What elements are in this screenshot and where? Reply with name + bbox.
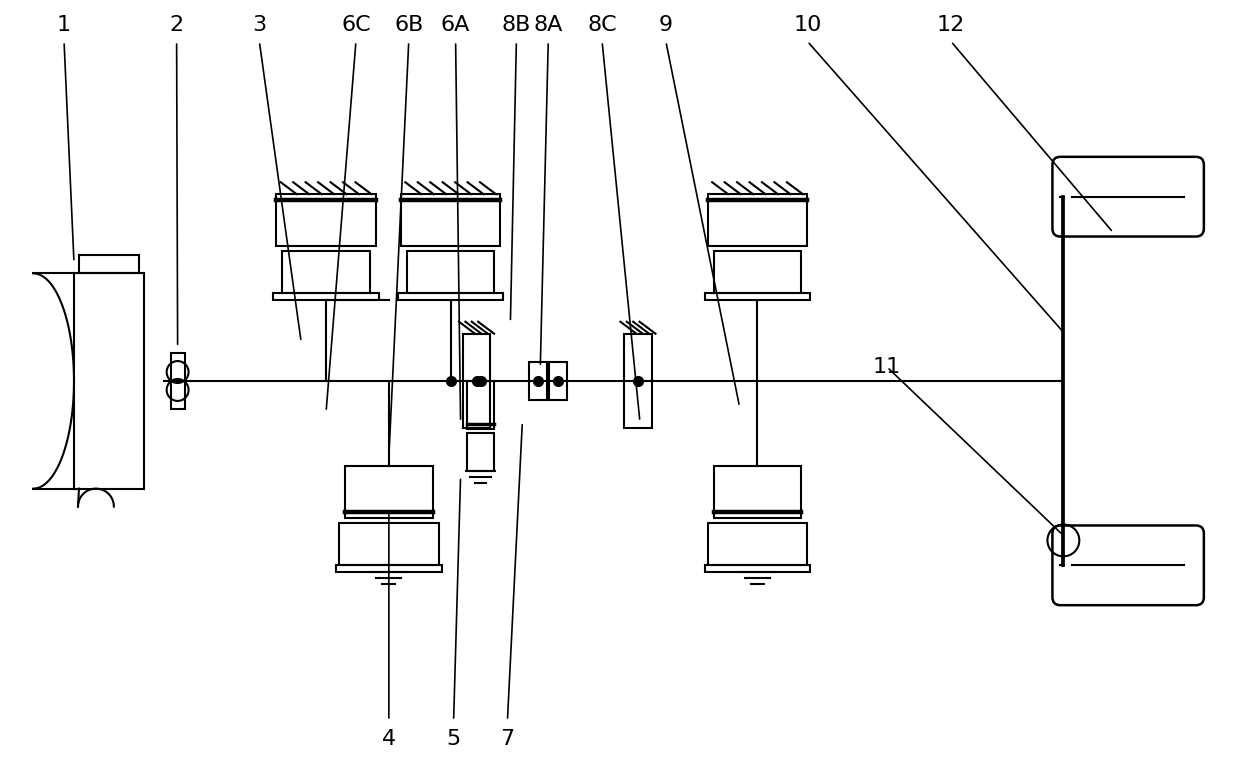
Text: 11: 11	[873, 357, 901, 377]
Bar	[171, 353, 185, 409]
Bar	[708, 194, 807, 246]
Bar	[708, 523, 807, 565]
Bar	[401, 194, 501, 246]
Text: 1: 1	[57, 15, 71, 35]
Text: 8B: 8B	[502, 15, 531, 35]
Bar	[549, 362, 567, 400]
Text: 8A: 8A	[533, 15, 563, 35]
Bar	[273, 293, 379, 299]
Bar	[336, 565, 441, 572]
Bar	[466, 381, 495, 429]
Bar	[407, 251, 495, 293]
Bar	[339, 523, 439, 565]
Text: 8C: 8C	[588, 15, 616, 35]
Text: 7: 7	[501, 728, 515, 749]
Bar	[704, 565, 810, 572]
Bar	[529, 362, 547, 400]
Bar	[345, 466, 433, 518]
Text: 6B: 6B	[394, 15, 424, 35]
Bar	[714, 251, 801, 293]
Text: 4: 4	[382, 728, 396, 749]
Text: 6A: 6A	[441, 15, 470, 35]
Bar	[277, 194, 376, 246]
Bar	[398, 293, 503, 299]
Text: 10: 10	[794, 15, 822, 35]
Bar	[624, 334, 652, 428]
Bar	[714, 466, 801, 518]
Bar	[463, 334, 491, 428]
Text: 12: 12	[936, 15, 965, 35]
Bar	[466, 433, 495, 471]
Text: 9: 9	[658, 15, 673, 35]
Text: 5: 5	[446, 728, 461, 749]
Text: 6C: 6C	[341, 15, 371, 35]
Bar	[704, 293, 810, 299]
Text: 3: 3	[252, 15, 267, 35]
Bar	[283, 251, 370, 293]
Text: 2: 2	[170, 15, 184, 35]
